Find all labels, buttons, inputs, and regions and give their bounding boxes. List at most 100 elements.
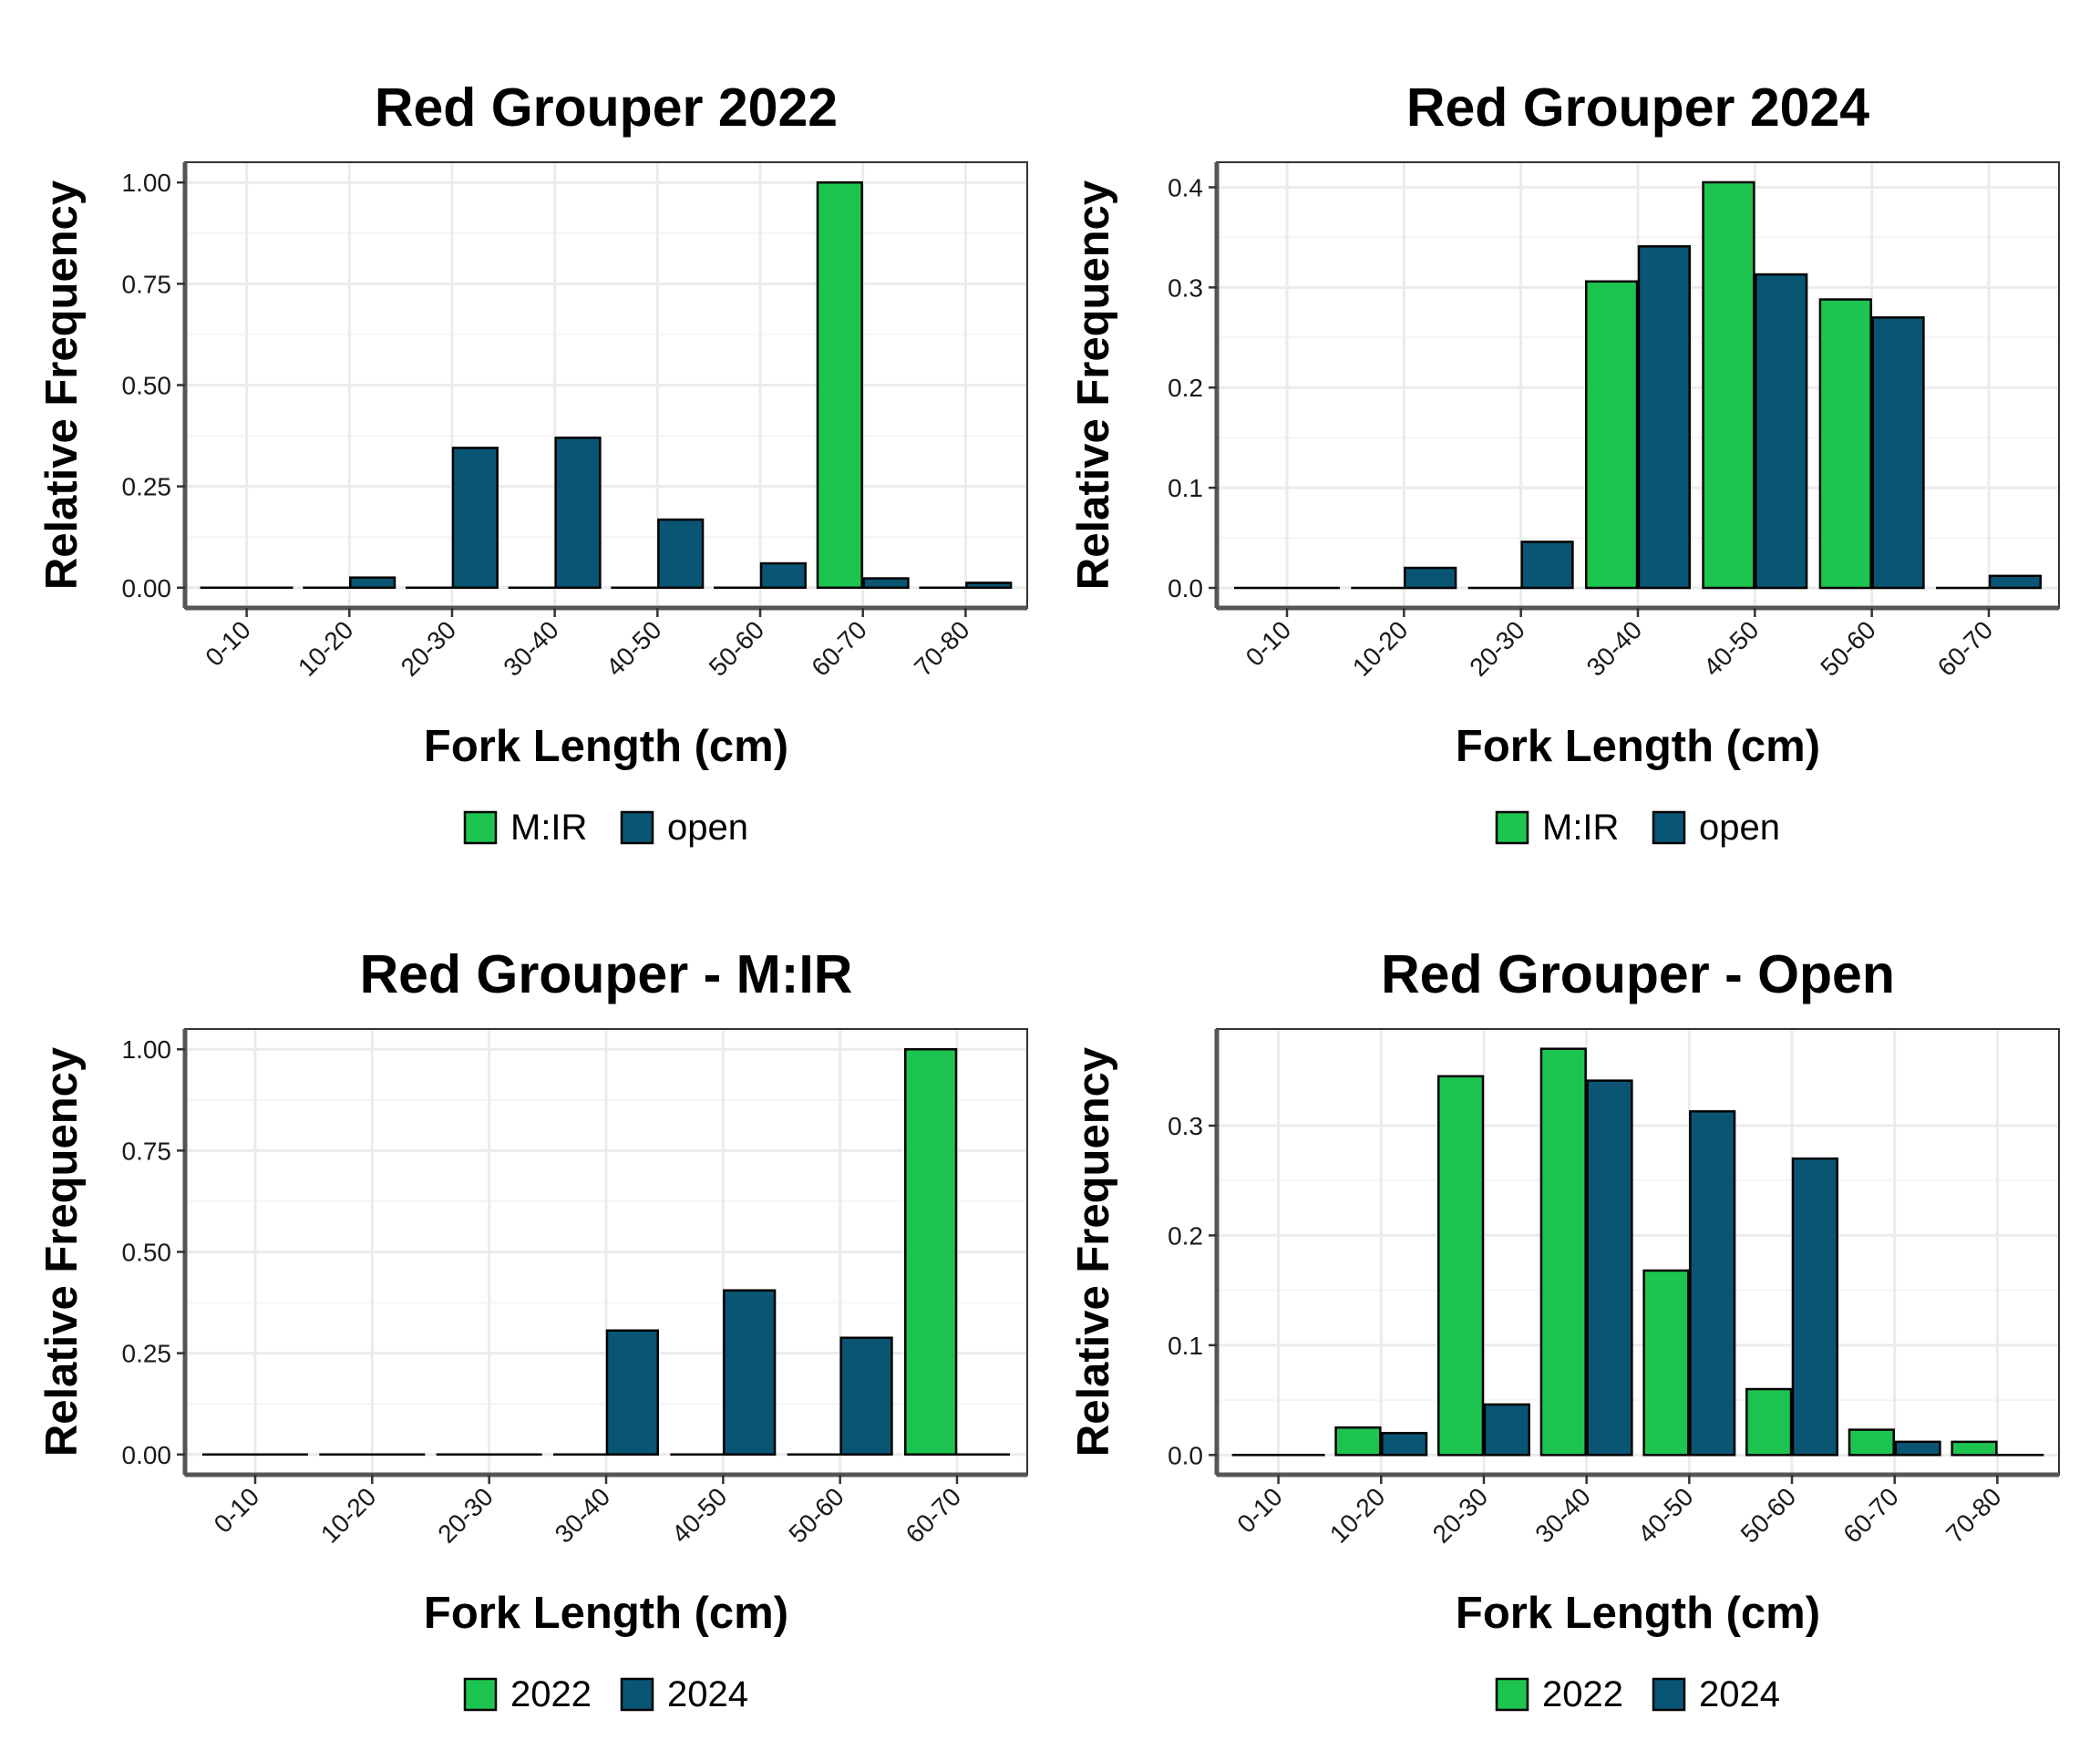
y-tick-label: 0.1 bbox=[1168, 1332, 1203, 1360]
x-tick-label: 50-60 bbox=[704, 615, 770, 682]
bar-m-ir-50-60[interactable] bbox=[1818, 298, 1872, 590]
chart-panel-4: 0.0 0.1 0.2 0.3 0-10 10-20 20-30 30-40 40-50 50-6… bbox=[1069, 944, 2060, 1714]
bar-m-ir-60-70[interactable] bbox=[816, 180, 863, 590]
x-tick-label: 70-80 bbox=[909, 615, 975, 682]
y-tick-label: 0.1 bbox=[1168, 474, 1203, 502]
legend-key-open bbox=[620, 810, 654, 845]
y-axis-title: Relative Frequency bbox=[1069, 180, 1118, 590]
bar-open-30-40[interactable] bbox=[554, 437, 602, 590]
bar-2024-30-40[interactable] bbox=[605, 1329, 659, 1457]
legend: M:IR open bbox=[463, 808, 748, 848]
bar-2024-40-50[interactable] bbox=[1689, 1110, 1736, 1457]
legend-key-2024 bbox=[1652, 1677, 1686, 1712]
y-tick-label: 0.50 bbox=[122, 372, 172, 400]
bar-open-20-30[interactable] bbox=[451, 447, 499, 590]
legend: M:IR open bbox=[1495, 808, 1780, 848]
y-tick-label: 0.00 bbox=[122, 574, 172, 602]
bar-2024-20-30[interactable] bbox=[1483, 1403, 1530, 1457]
x-tick-label: 20-30 bbox=[432, 1482, 499, 1549]
y-tick-label: 1.00 bbox=[122, 1035, 172, 1064]
x-tick-label: 70-80 bbox=[1940, 1482, 2007, 1549]
x-tick-label: 40-50 bbox=[1632, 1482, 1699, 1549]
legend-label: M:IR bbox=[510, 808, 587, 848]
y-tick-label: 0.75 bbox=[122, 1137, 172, 1165]
y-axis-title: Relative Frequency bbox=[37, 1047, 87, 1457]
x-tick-label: 0-10 bbox=[1231, 1482, 1288, 1539]
y-tick-label: 0.0 bbox=[1168, 574, 1203, 602]
x-tick-label: 10-20 bbox=[315, 1482, 382, 1549]
bar-open-40-50[interactable] bbox=[1755, 273, 1808, 590]
bar-m-ir-40-50[interactable] bbox=[1702, 180, 1755, 590]
bar-open-40-50[interactable] bbox=[657, 518, 705, 590]
x-tick-label: 10-20 bbox=[293, 615, 359, 682]
x-tick-label: 50-60 bbox=[1815, 615, 1881, 682]
plot-background bbox=[1217, 1029, 2059, 1475]
legend-key-2022 bbox=[463, 1677, 498, 1712]
x-axis-title: Fork Length (cm) bbox=[1456, 1589, 1820, 1638]
x-tick-label: 20-30 bbox=[396, 615, 462, 682]
y-tick-label: 0.25 bbox=[122, 473, 172, 501]
y-tick-label: 0.0 bbox=[1168, 1441, 1203, 1469]
x-tick-label: 40-50 bbox=[601, 615, 667, 682]
bar-2022-30-40[interactable] bbox=[1539, 1047, 1587, 1457]
legend-key-open bbox=[1652, 810, 1686, 845]
bar-2024-30-40[interactable] bbox=[1586, 1079, 1633, 1457]
bar-open-50-60[interactable] bbox=[1871, 316, 1925, 590]
bar-open-60-70[interactable] bbox=[862, 577, 910, 590]
x-tick-label: 30-40 bbox=[550, 1482, 616, 1549]
legend-label: 2022 bbox=[1542, 1674, 1623, 1714]
x-tick-label: 50-60 bbox=[1735, 1482, 1802, 1549]
legend-label: 2022 bbox=[510, 1674, 592, 1714]
bar-open-70-80[interactable] bbox=[965, 582, 1013, 590]
bar-m-ir-30-40[interactable] bbox=[1585, 280, 1639, 590]
bar-2022-10-20[interactable] bbox=[1334, 1426, 1382, 1457]
y-axis-title: Relative Frequency bbox=[1069, 1047, 1118, 1457]
chart-panel-1: 0.00 0.25 0.50 0.75 1.00 0-10 10-20 20-30 30-40 4… bbox=[37, 77, 1028, 848]
y-tick-label: 0.3 bbox=[1168, 273, 1203, 302]
legend-key-2024 bbox=[620, 1677, 654, 1712]
x-axis-title: Fork Length (cm) bbox=[424, 722, 788, 771]
chart-panel-3: 0.00 0.25 0.50 0.75 1.00 0-10 10-20 20-30 30-40 4… bbox=[37, 944, 1028, 1714]
y-tick-label: 1.00 bbox=[122, 169, 172, 197]
chart-title: Red Grouper 2024 bbox=[1406, 77, 1869, 138]
bar-2022-60-70[interactable] bbox=[1848, 1428, 1895, 1457]
bar-open-10-20[interactable] bbox=[1404, 566, 1457, 590]
x-tick-label: 60-70 bbox=[901, 1482, 967, 1549]
bar-open-60-70[interactable] bbox=[1988, 574, 2042, 590]
bar-2022-20-30[interactable] bbox=[1437, 1075, 1485, 1457]
bar-2024-50-60[interactable] bbox=[839, 1336, 893, 1457]
x-tick-label: 30-40 bbox=[498, 615, 564, 682]
bar-2022-70-80[interactable] bbox=[1951, 1440, 1998, 1457]
chart-title: Red Grouper - M:IR bbox=[360, 944, 853, 1004]
x-tick-label: 20-30 bbox=[1427, 1482, 1494, 1549]
bar-2022-60-70[interactable] bbox=[904, 1047, 958, 1457]
y-tick-label: 0.50 bbox=[122, 1239, 172, 1267]
bar-2024-10-20[interactable] bbox=[1381, 1431, 1428, 1457]
bar-open-50-60[interactable] bbox=[759, 561, 807, 590]
bar-open-20-30[interactable] bbox=[1520, 540, 1574, 590]
x-tick-label: 60-70 bbox=[806, 615, 872, 682]
legend-key-m-ir bbox=[1495, 810, 1529, 845]
x-tick-label: 0-10 bbox=[1240, 615, 1297, 672]
legend: 2022 2024 bbox=[1495, 1674, 1780, 1714]
bar-2024-60-70[interactable] bbox=[1894, 1440, 1941, 1457]
chart-title: Red Grouper 2022 bbox=[375, 77, 838, 138]
bar-2024-40-50[interactable] bbox=[723, 1289, 777, 1457]
y-tick-label: 0.4 bbox=[1168, 173, 1203, 201]
x-tick-label: 40-50 bbox=[1698, 615, 1765, 682]
legend-key-2022 bbox=[1495, 1677, 1529, 1712]
bar-open-10-20[interactable] bbox=[349, 576, 396, 590]
x-tick-label: 0-10 bbox=[209, 1482, 265, 1539]
x-tick-label: 50-60 bbox=[783, 1482, 849, 1549]
legend-key-m-ir bbox=[463, 810, 498, 845]
bar-2024-50-60[interactable] bbox=[1791, 1157, 1838, 1457]
x-axis-title: Fork Length (cm) bbox=[1456, 722, 1820, 771]
legend-label: 2024 bbox=[1699, 1674, 1780, 1714]
chart-panel-2: 0.0 0.1 0.2 0.3 0.4 0-10 10-20 20-30 30-40 40-50 5… bbox=[1069, 77, 2060, 848]
bar-2022-50-60[interactable] bbox=[1745, 1387, 1793, 1457]
bar-open-30-40[interactable] bbox=[1637, 245, 1691, 590]
legend-label: 2024 bbox=[667, 1674, 748, 1714]
bar-2022-40-50[interactable] bbox=[1642, 1269, 1690, 1457]
y-tick-label: 0.25 bbox=[122, 1340, 172, 1368]
